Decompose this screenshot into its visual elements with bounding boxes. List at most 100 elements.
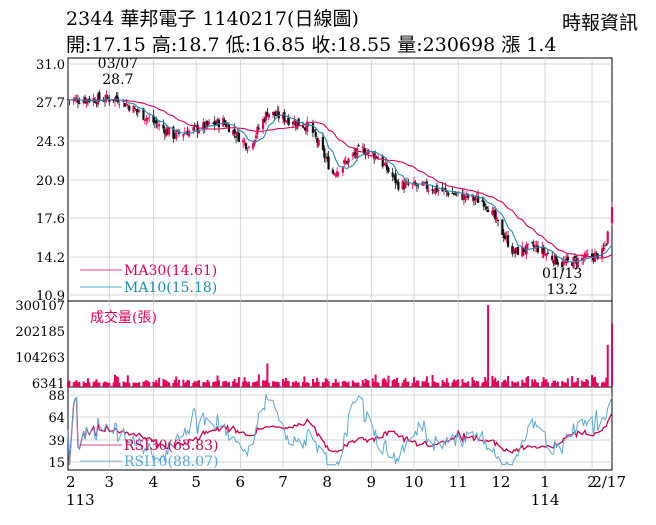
volume-bar bbox=[264, 380, 267, 387]
candle-body bbox=[402, 182, 406, 189]
volume-bar bbox=[176, 382, 179, 387]
candle-body bbox=[334, 174, 337, 176]
candle-body bbox=[273, 111, 276, 116]
candle-body bbox=[266, 112, 269, 117]
volume-bar bbox=[76, 382, 79, 387]
volume-bar bbox=[324, 378, 327, 387]
candle-body bbox=[542, 246, 545, 254]
volume-bar bbox=[591, 375, 594, 387]
volume-tick-label: 6341 bbox=[32, 377, 65, 392]
candle-body bbox=[247, 146, 250, 148]
candle-body bbox=[165, 128, 168, 137]
volume-bar bbox=[356, 382, 359, 387]
candle-body bbox=[533, 245, 537, 249]
candle-body bbox=[424, 182, 427, 183]
price-tick-label: 17.6 bbox=[36, 212, 65, 227]
candle-body bbox=[296, 121, 299, 129]
candle-body bbox=[384, 162, 387, 167]
volume-bar bbox=[203, 382, 206, 387]
candle-body bbox=[447, 192, 450, 196]
volume-bar bbox=[125, 382, 128, 387]
volume-bar bbox=[526, 376, 529, 387]
candle-body bbox=[226, 124, 229, 127]
volume-tick-label: 300107 bbox=[15, 299, 65, 314]
volume-bar bbox=[507, 375, 510, 387]
volume-bar bbox=[395, 377, 398, 387]
candle-body bbox=[244, 143, 248, 149]
candle-body bbox=[353, 152, 356, 155]
candle-body bbox=[138, 110, 141, 112]
candle-body bbox=[202, 122, 205, 130]
candle-body bbox=[515, 247, 518, 252]
candle-body bbox=[96, 94, 100, 105]
volume-bar bbox=[245, 381, 248, 387]
year-label: 113 bbox=[66, 491, 95, 509]
candle-body bbox=[301, 124, 305, 128]
ma10-line bbox=[67, 98, 613, 263]
volume-bar bbox=[544, 379, 547, 387]
candle-body bbox=[576, 258, 579, 267]
candle-body bbox=[135, 109, 138, 111]
x-tick-label: 9 bbox=[367, 473, 377, 491]
candle-body bbox=[95, 103, 98, 105]
volume-bar bbox=[423, 382, 426, 387]
volume-bar bbox=[397, 382, 400, 387]
volume-bar bbox=[193, 381, 196, 387]
candle-body bbox=[276, 110, 279, 115]
volume-bar bbox=[602, 381, 605, 387]
volume-bar bbox=[465, 382, 468, 387]
volume-bar bbox=[491, 375, 494, 387]
candle-body bbox=[404, 182, 407, 188]
volume-bar bbox=[143, 381, 146, 387]
price-tick-label: 20.9 bbox=[36, 174, 65, 189]
candle-body bbox=[474, 198, 477, 200]
volume-bar bbox=[347, 381, 350, 387]
volume-bar bbox=[326, 379, 329, 387]
volume-bar bbox=[417, 380, 420, 387]
candle-body bbox=[205, 121, 208, 129]
volume-bar bbox=[88, 382, 91, 387]
volume-bar bbox=[371, 378, 374, 387]
volume-bar bbox=[132, 382, 135, 387]
candle-body bbox=[467, 194, 470, 198]
price-tick-label: 31.0 bbox=[36, 58, 65, 73]
volume-bar bbox=[178, 379, 181, 387]
candle-body bbox=[271, 111, 275, 115]
candle-body bbox=[525, 244, 528, 255]
candle-body bbox=[243, 141, 246, 143]
candle-body bbox=[566, 256, 569, 261]
candle-body bbox=[491, 210, 494, 215]
volume-bar bbox=[196, 380, 199, 387]
candle-body bbox=[477, 196, 480, 203]
candle-body bbox=[237, 132, 240, 142]
candle-body bbox=[494, 210, 497, 220]
candle-body bbox=[371, 152, 374, 154]
volume-bar bbox=[601, 382, 604, 387]
candle-body bbox=[267, 113, 270, 118]
volume-bar bbox=[542, 377, 545, 387]
candle-body bbox=[98, 92, 101, 100]
candle-body bbox=[462, 193, 465, 200]
volume-bar bbox=[353, 382, 356, 387]
candle-body bbox=[526, 243, 530, 245]
volume-bar bbox=[593, 376, 596, 387]
volume-bar bbox=[263, 380, 266, 387]
volume-bar bbox=[447, 382, 450, 387]
candle-body bbox=[365, 151, 369, 155]
candle-body bbox=[263, 119, 266, 122]
x-tick-label: 3 bbox=[105, 473, 115, 491]
candle-body bbox=[321, 137, 325, 150]
volume-bar bbox=[454, 381, 457, 387]
volume-bar bbox=[505, 381, 508, 387]
candle-body bbox=[256, 126, 259, 135]
candle-body bbox=[504, 235, 507, 239]
volume-bar bbox=[316, 377, 319, 387]
volume-bar bbox=[572, 382, 575, 387]
volume-bar bbox=[411, 382, 414, 387]
candle-body bbox=[227, 124, 231, 133]
volume-bar bbox=[455, 380, 458, 387]
volume-bar bbox=[135, 382, 138, 387]
volume-bar bbox=[327, 381, 330, 387]
volume-bar bbox=[225, 380, 228, 387]
candle-body bbox=[472, 197, 475, 201]
